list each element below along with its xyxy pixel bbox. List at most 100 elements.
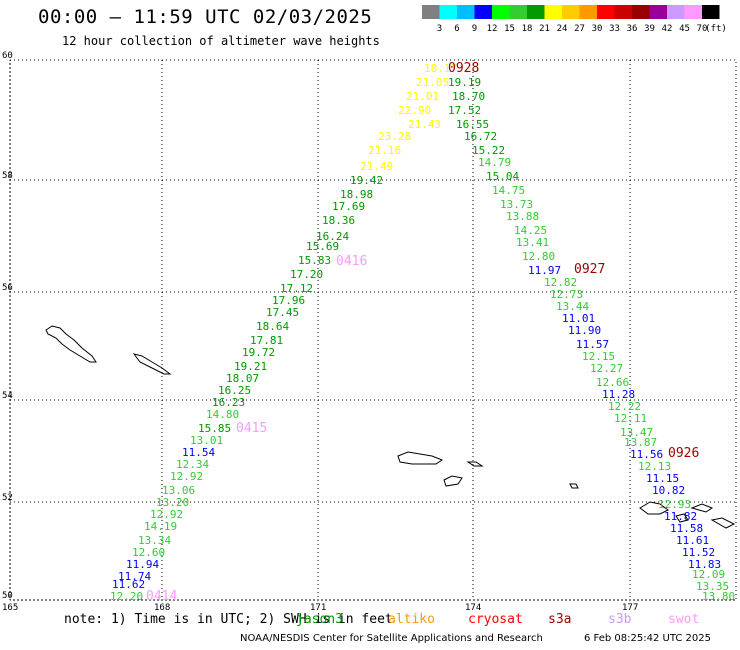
latitude-label: 56: [2, 283, 13, 293]
color-scale-label: 9: [472, 24, 477, 34]
footer-timestamp: 6 Feb 08:25:42 UTC 2025: [584, 633, 711, 644]
wave-height-value: 11.61: [676, 534, 709, 547]
longitude-label: 168: [154, 603, 170, 613]
satellite-legend-item: cryosat: [468, 612, 523, 627]
color-scale-label: 24: [557, 24, 568, 34]
wave-height-value: 12.27: [590, 362, 623, 375]
latitude-label: 58: [2, 171, 13, 181]
wave-height-value: 22.90: [398, 104, 431, 117]
wave-height-value: 19.42: [350, 174, 383, 187]
wave-height-value: 12.66: [596, 376, 629, 389]
latitude-label: 50: [2, 591, 13, 601]
wave-height-value: 17.96: [272, 294, 305, 307]
wave-height-value: 12.80: [522, 250, 555, 263]
color-swatch: [649, 5, 667, 19]
wave-height-value: 16.24: [316, 230, 349, 243]
wave-height-value: 18.98: [340, 188, 373, 201]
wave-height-value: 13.20: [156, 496, 189, 509]
note-text: note: 1) Time is in UTC; 2) SWH is in fe…: [64, 612, 393, 627]
wave-height-value: 12.22: [608, 400, 641, 413]
color-scale-label: 21: [539, 24, 550, 34]
satellite-pass: 13.0111.5412.3412.9213.0613.2012.9214.19…: [110, 421, 267, 603]
color-swatch: [544, 5, 562, 19]
pass-time-label: 0415: [236, 421, 267, 436]
longitude-label: 165: [2, 603, 18, 613]
color-swatch: [597, 5, 615, 19]
coastline: [45, 325, 736, 529]
wave-height-value: 11.82: [664, 510, 697, 523]
island-outline: [710, 517, 736, 529]
island-outline: [45, 325, 97, 363]
pass-time-label: 0928: [448, 61, 479, 76]
wave-height-value: 12.34: [176, 458, 209, 471]
color-swatch: [527, 5, 545, 19]
color-swatch: [474, 5, 492, 19]
wave-height-value: 19.21: [234, 360, 267, 373]
wave-height-value: 18.07: [226, 372, 259, 385]
color-swatch: [684, 5, 702, 19]
color-swatch: [492, 5, 510, 19]
wave-height-value: 12.60: [132, 546, 165, 559]
color-scale-label: 18: [522, 24, 533, 34]
wave-height-value: 11.97: [528, 264, 561, 277]
wave-height-value: 21.05: [416, 76, 449, 89]
color-swatch: [702, 5, 720, 19]
wave-height-value: 21.16: [368, 144, 401, 157]
color-scale-label: 15: [504, 24, 515, 34]
wave-height-value: 13.80: [702, 590, 735, 603]
wave-height-value: 12.93: [658, 498, 691, 511]
graticule: [9, 59, 737, 601]
pass-time-label: 0416: [336, 254, 367, 269]
wave-height-value: 12.15: [582, 350, 615, 363]
longitude-label: 177: [622, 603, 638, 613]
color-scale-label: 12: [487, 24, 498, 34]
island-outline: [397, 451, 444, 465]
wave-height-value: 17.81: [250, 334, 283, 347]
wave-height-value: 17.69: [332, 200, 365, 213]
wave-height-value: 14.79: [478, 156, 511, 169]
wave-height-value: 21.01: [406, 90, 439, 103]
color-scale-label: 42: [662, 24, 673, 34]
wave-height-value: 10.82: [652, 484, 685, 497]
color-swatch: [579, 5, 597, 19]
pass-time-label: 0927: [574, 262, 605, 277]
wave-height-value: 14.80: [206, 408, 239, 421]
footer-source: NOAA/NESDIS Center for Satellite Applica…: [240, 633, 543, 644]
island-outline: [639, 501, 669, 515]
wave-height-value: 16.23: [212, 396, 245, 409]
wave-height-value: 17.12: [280, 282, 313, 295]
wave-height-value: 11.01: [562, 312, 595, 325]
wave-height-value: 17.45: [266, 306, 299, 319]
wave-height-value: 12.82: [544, 276, 577, 289]
wave-height-value: 17.20: [290, 268, 323, 281]
wave-height-value: 13.06: [162, 484, 195, 497]
color-scale-label: 45: [679, 24, 690, 34]
wave-height-value: 12.11: [614, 412, 647, 425]
wave-height-value: 12.13: [638, 460, 671, 473]
wave-height-value: 18.17: [424, 62, 457, 75]
wave-height-value: 11.15: [646, 472, 679, 485]
wave-height-value: 16.55: [456, 118, 489, 131]
color-swatch: [422, 5, 440, 19]
wave-height-value: 18.36: [322, 214, 355, 227]
color-scale-label: 33: [609, 24, 620, 34]
wave-height-value: 23.28: [378, 130, 411, 143]
color-swatch: [667, 5, 685, 19]
satellite-legend-item: altiko: [388, 612, 435, 627]
island-outline: [443, 475, 463, 487]
longitude-label: 174: [465, 603, 481, 613]
wave-height-value: 12.09: [692, 568, 725, 581]
color-scale-label: 39: [644, 24, 655, 34]
wave-height-value: 11.90: [568, 324, 601, 337]
wave-height-value: 12.92: [170, 470, 203, 483]
island-outline: [690, 503, 714, 513]
wave-height-value: 12.20: [110, 590, 143, 603]
page-title: 00:00 – 11:59 UTC 02/03/2025: [38, 6, 373, 28]
color-scale-label: 6: [454, 24, 459, 34]
wave-height-value: 21.49: [360, 160, 393, 173]
map-frame: [9, 59, 737, 601]
wave-height-value: 13.01: [190, 434, 223, 447]
satellite-pass: 14.7513.7313.8814.2513.4112.8011.9712.82…: [492, 184, 657, 449]
